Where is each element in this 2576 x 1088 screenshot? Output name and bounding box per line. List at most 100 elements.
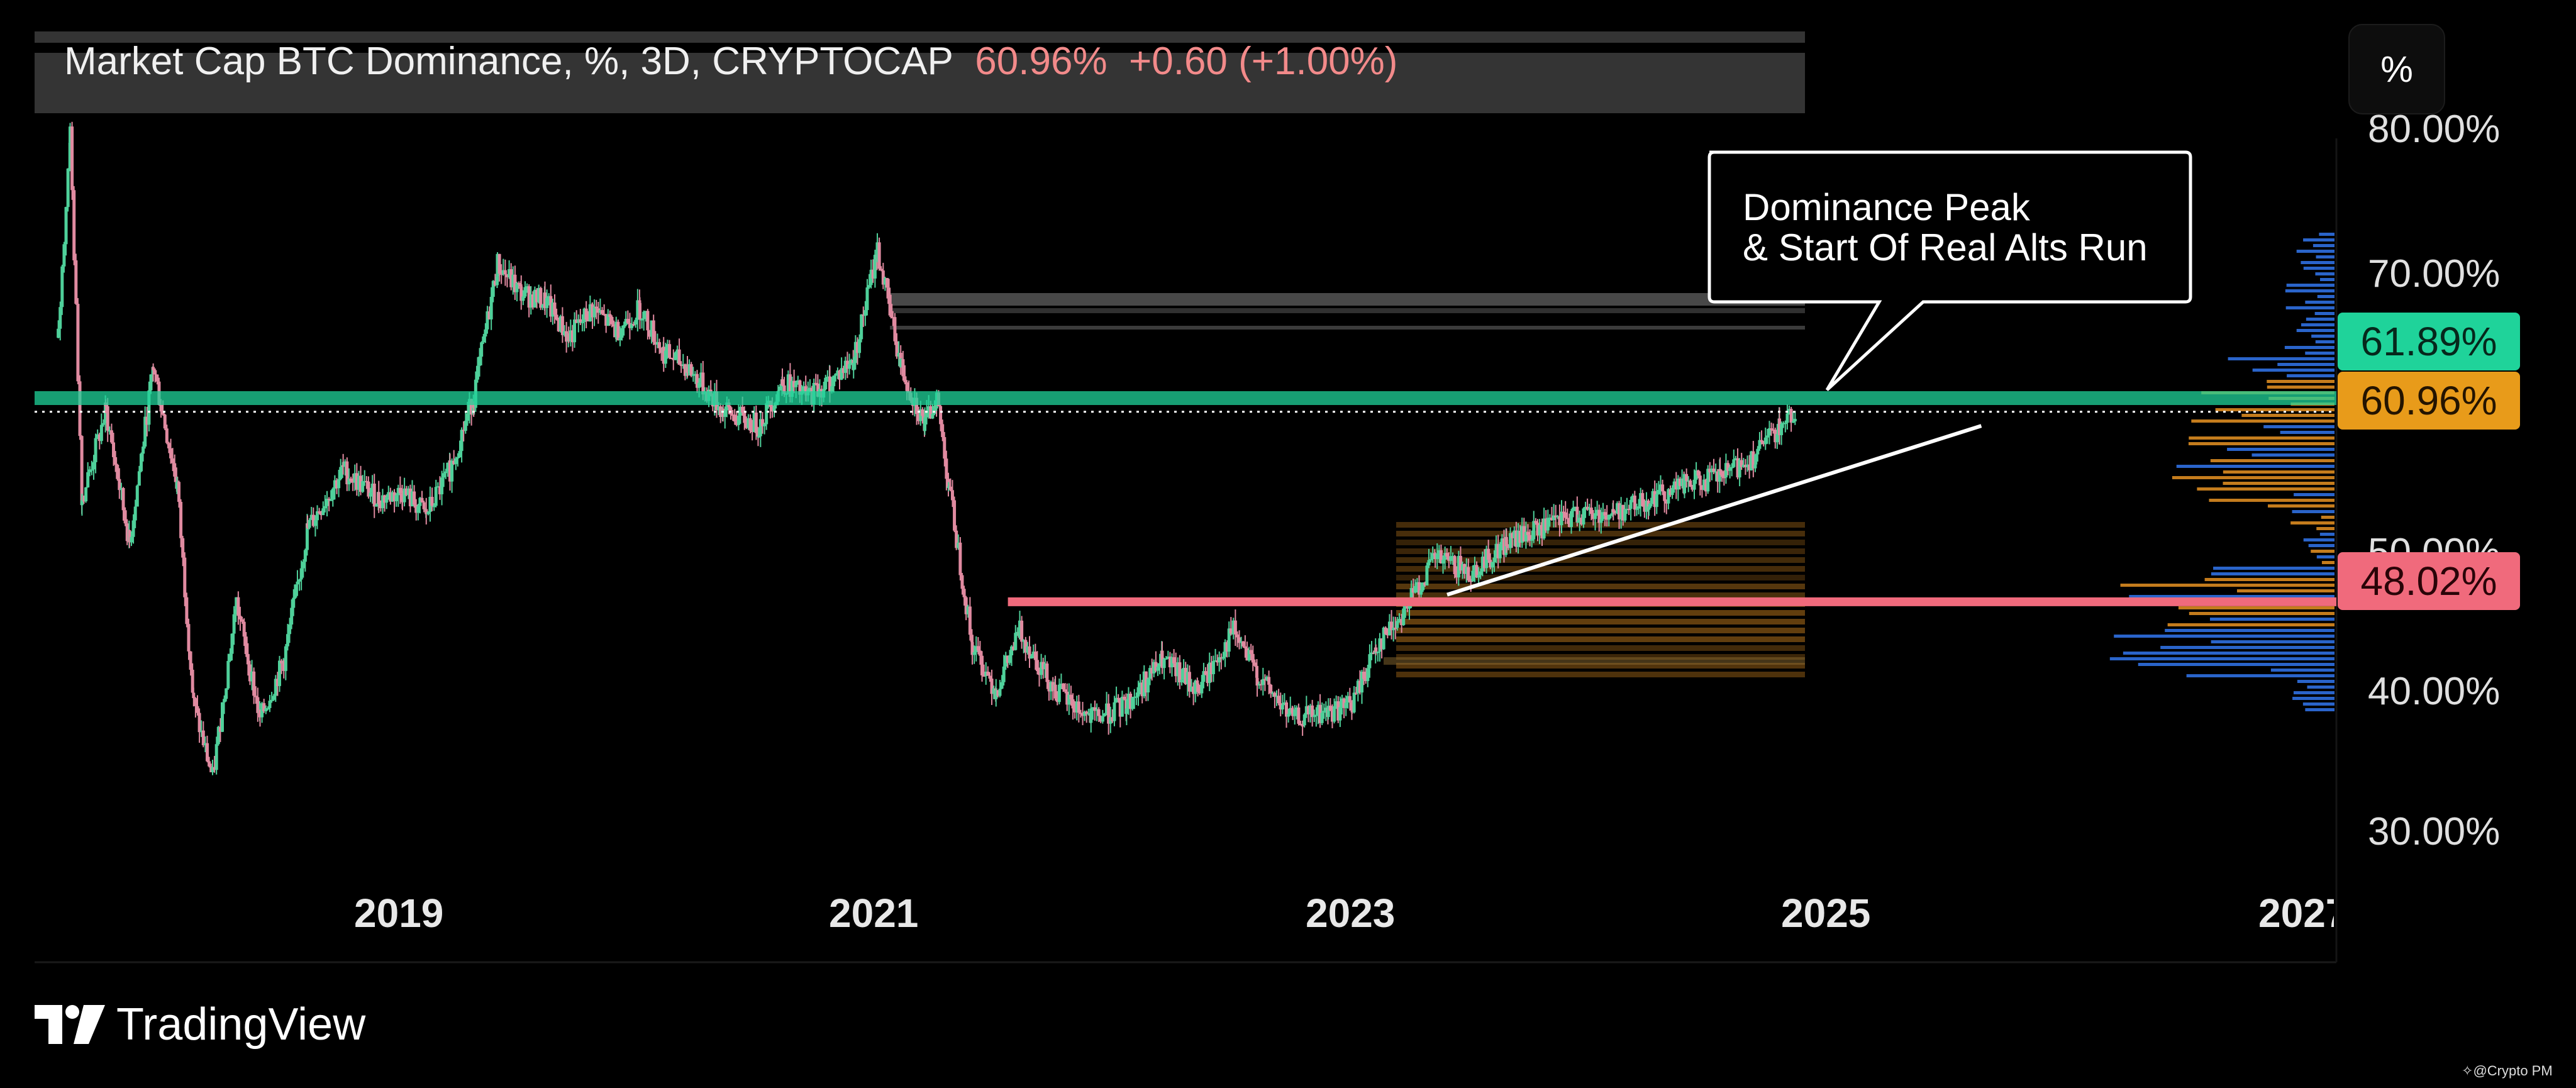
candle-body [1267, 677, 1271, 685]
candle-body [1035, 660, 1039, 671]
candle-body [1095, 709, 1099, 711]
candle-body [808, 387, 812, 389]
candle-body [931, 413, 935, 419]
candle-body [1093, 707, 1097, 711]
candle-body [717, 406, 721, 411]
candle-body [905, 382, 909, 391]
candle-body [228, 653, 232, 661]
candle-body [1176, 662, 1180, 677]
candle-body [1570, 511, 1574, 527]
candle-body [591, 305, 594, 318]
candle-body [1736, 458, 1740, 478]
candle-body [879, 269, 883, 271]
candle-body [626, 319, 630, 323]
candle-body [301, 562, 305, 569]
candle-body [772, 405, 776, 412]
volume-profile-bar [2287, 374, 2334, 377]
candle-body [402, 488, 406, 502]
candle-body [482, 336, 486, 343]
candle-body [960, 575, 964, 589]
volume-profile-bar [2292, 510, 2334, 513]
candle-body [232, 614, 236, 634]
candle-body [917, 414, 921, 421]
candle-body [521, 296, 525, 301]
candle-body [296, 581, 299, 585]
candle-body [723, 410, 727, 417]
candle-body [1439, 550, 1443, 563]
candle-body [1447, 556, 1451, 561]
candle-body [648, 330, 652, 337]
candle-body [1038, 670, 1041, 675]
candle-body [757, 436, 760, 438]
candle-body [1000, 682, 1004, 689]
support-price-badge: 48.02% [2338, 552, 2520, 610]
candle-body [765, 403, 769, 425]
candle-body [1174, 663, 1178, 677]
volume-zone-bar [1396, 575, 1805, 580]
candle-body [319, 513, 323, 516]
volume-profile-bar [2306, 318, 2334, 321]
candle-body [1053, 684, 1057, 699]
candle-body [1668, 489, 1672, 496]
candle-body [748, 418, 752, 431]
volume-zone-bar [1396, 636, 1805, 642]
volume-profile-bar [2296, 250, 2334, 253]
volume-profile-bar [2270, 669, 2334, 672]
candle-body [152, 367, 155, 370]
candle-body [852, 363, 855, 370]
volume-zone-bar [1396, 566, 1805, 572]
candle-body [1356, 680, 1360, 694]
candle-body [1063, 689, 1067, 692]
candle-body [1601, 512, 1605, 519]
candle-body [1081, 713, 1085, 716]
candle-body [1536, 523, 1540, 536]
candle-body [543, 292, 547, 308]
candle-body [238, 616, 242, 619]
candle-body [662, 347, 665, 364]
y-tick-label: 30.00% [2368, 810, 2501, 853]
candle-body [1690, 486, 1694, 490]
candle-body [1458, 555, 1462, 570]
candle-body [1596, 509, 1599, 513]
candle-body [1099, 716, 1102, 722]
candle-body [824, 377, 828, 389]
candle-body [731, 414, 735, 416]
candle-body [828, 376, 831, 392]
candle-body [206, 743, 209, 762]
candle-body [1045, 663, 1049, 682]
candle-body [480, 342, 484, 357]
candle-body [1672, 481, 1676, 488]
candle-body [478, 357, 482, 366]
candle-body [274, 679, 277, 696]
candle-body [1243, 646, 1247, 648]
candle-body [394, 495, 398, 501]
volume-profile-bar [2227, 448, 2334, 451]
candle-body [1144, 671, 1148, 693]
candle-body [668, 344, 672, 358]
candle-body [519, 286, 523, 301]
volume-profile-bar [2176, 465, 2334, 468]
candle-body [1006, 655, 1009, 663]
tradingview-logo[interactable]: TradingView [35, 999, 365, 1050]
candle-body [321, 508, 325, 516]
candle-body [1431, 553, 1435, 560]
candle-body [1544, 518, 1548, 531]
candle-body [1372, 652, 1375, 654]
candle-body [1661, 484, 1665, 492]
volume-zone-bar [1396, 672, 1805, 677]
candle-body [1743, 465, 1747, 467]
percent-scale-button[interactable]: % [2348, 24, 2445, 114]
candle-body [72, 190, 76, 260]
candle-body [968, 606, 972, 635]
candle-body [1316, 704, 1320, 715]
volume-profile-bar [2209, 499, 2334, 502]
volume-profile-bar [2120, 584, 2334, 587]
candle-body [1429, 559, 1433, 561]
candle-body [116, 465, 119, 479]
candle-body [218, 726, 222, 732]
candle-body [1077, 701, 1080, 713]
candle-body [1131, 697, 1135, 709]
candle-body [80, 436, 84, 506]
